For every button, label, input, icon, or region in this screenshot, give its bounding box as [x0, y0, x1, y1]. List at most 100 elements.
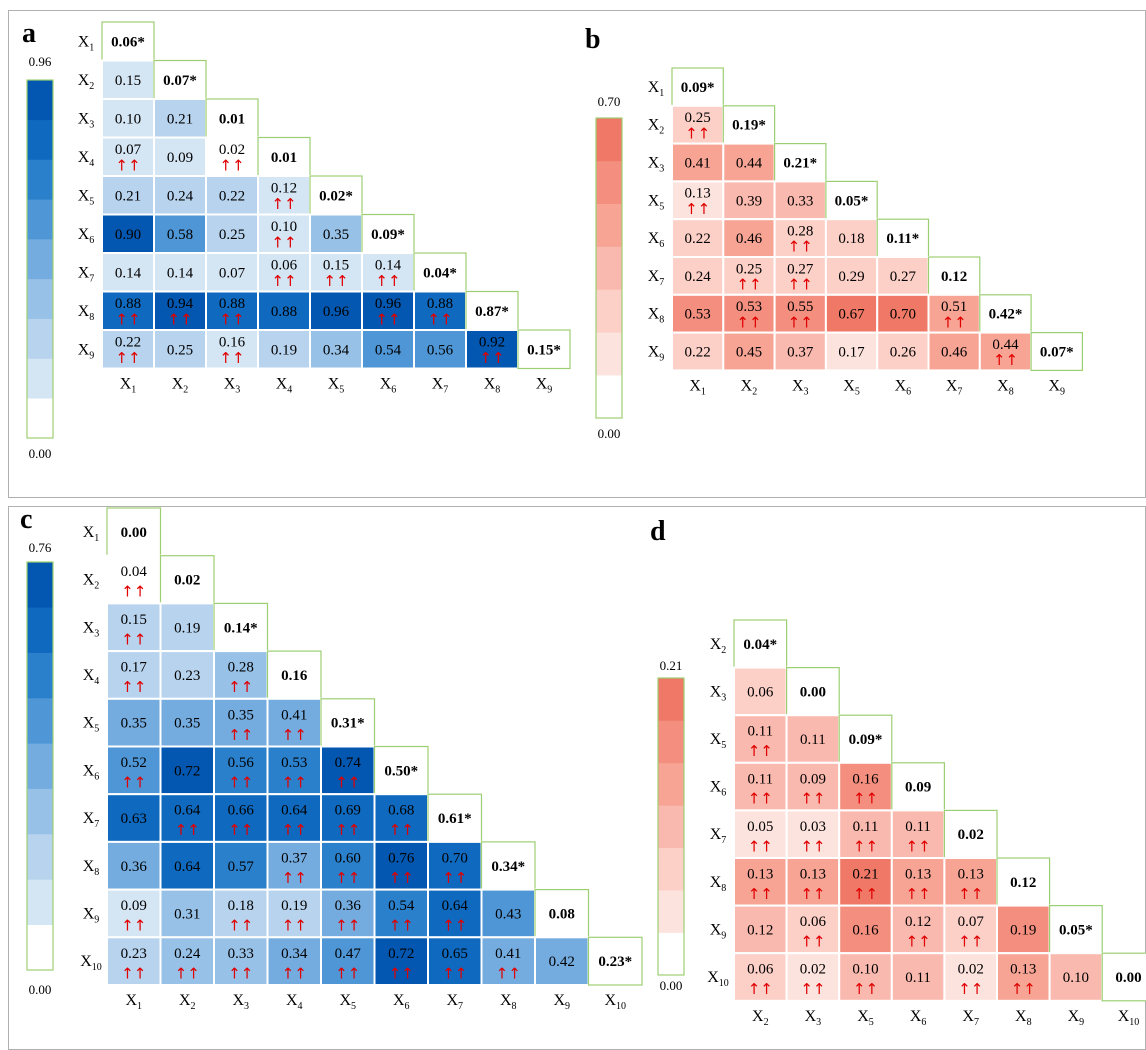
heatmap-cell: 0.44: [723, 144, 774, 182]
colorbar: 0.960.00: [27, 54, 53, 461]
cell-value: 0.96: [323, 304, 350, 320]
enhancement-arrow: ↑↑: [228, 917, 253, 935]
enhancement-arrow: ↑↑: [427, 311, 452, 329]
cell-value: 0.88: [271, 304, 297, 320]
column-label: X5: [843, 377, 860, 397]
enhancement-arrow: ↑↑: [282, 726, 307, 744]
enhancement-arrow: ↑↑: [479, 349, 504, 367]
enhancement-arrow: ↑↑: [736, 313, 761, 331]
heatmap-cell: 0.13 ↑↑: [892, 858, 945, 906]
heatmap-cell: 0.28↑↑: [214, 651, 268, 699]
diagonal-cell: 0.05*: [826, 181, 877, 219]
enhancement-arrow: ↑↑: [800, 885, 825, 903]
cell-value: 0.14*: [224, 620, 258, 636]
diagonal-cell: 0.09: [892, 763, 945, 811]
enhancement-arrow: ↑↑: [282, 869, 307, 887]
colorbar-segment: [596, 118, 622, 161]
cell-value: 0.26: [890, 345, 917, 361]
column-label: X2: [179, 992, 196, 1012]
heatmap-cell: 0.11: [892, 953, 945, 1001]
enhancement-arrow: ↑↑: [121, 678, 146, 696]
row-label: X7: [83, 810, 100, 830]
enhancement-arrow: ↑↑: [748, 742, 773, 760]
row-label: X8: [648, 306, 665, 326]
cell-value: 0.34: [323, 342, 350, 358]
heatmap-cell: 0.54 ↑↑: [375, 890, 429, 938]
column-label: X6: [910, 1008, 927, 1028]
heatmap-cell: 0.22: [672, 333, 723, 371]
heatmap-cell: 0.45: [723, 333, 774, 371]
heatmap-cell: 0.10↑↑: [258, 215, 310, 254]
heatmap-cell: 0.67: [826, 295, 877, 333]
colorbar: 0.210.00: [658, 658, 684, 993]
cell-value: 0.35: [174, 716, 200, 732]
cell-value: 0.34: [281, 946, 308, 962]
enhancement-arrow: ↑↑: [228, 821, 253, 839]
column-label: X5: [339, 992, 356, 1012]
heatmap-cell: 0.27↑↑: [775, 257, 826, 295]
enhancement-arrow: ↑↑: [442, 869, 467, 887]
row-label: X2: [648, 117, 665, 137]
diagonal-cell: 0.42*: [980, 295, 1031, 333]
heatmap-cell: 0.21: [102, 176, 154, 215]
cell-value: 0.35: [121, 716, 147, 732]
colorbar-max-label: 0.21: [660, 658, 683, 673]
diagonal-cell: 0.21*: [775, 144, 826, 182]
heatmap-cell: 0.69↑↑: [321, 794, 375, 842]
cell-value: 0.46: [736, 231, 763, 247]
cell-value: 0.02: [174, 573, 200, 589]
enhancement-arrow: ↑↑: [958, 980, 983, 998]
cell-value: 0.33: [787, 193, 813, 209]
cell-value: 0.87*: [475, 304, 509, 320]
enhancement-arrow: ↑↑: [389, 821, 414, 839]
heatmap-cell: 0.31: [161, 890, 215, 938]
enhancement-arrow: ↑↑: [115, 157, 140, 175]
colorbar-min-label: 0.00: [29, 446, 52, 461]
cell-value: 0.16: [852, 922, 879, 938]
colorbar-segment: [658, 678, 684, 721]
cell-value: 0.12: [941, 269, 967, 285]
heatmap-cell: 0.15: [102, 61, 154, 100]
heatmap-cell: 0.96↑↑: [362, 292, 414, 331]
heatmap-panel-b: b0.700.00X1 0.09*X20.25↑↑ 0.19*X3 0.41 0.44 0…: [585, 24, 1082, 441]
cell-value: 0.09*: [681, 80, 715, 96]
column-label: X8: [997, 377, 1014, 397]
cell-value: 0.02*: [319, 188, 353, 204]
cell-value: 0.35: [323, 227, 349, 243]
colorbar-segment: [596, 332, 622, 375]
heatmap-cell: 0.27: [877, 257, 928, 295]
diagonal-cell: 0.00: [107, 508, 161, 556]
diagonal-cell: 0.19*: [723, 106, 774, 144]
panel-letter: b: [585, 24, 601, 55]
diagonal-cell: 0.00: [787, 668, 840, 716]
enhancement-arrow: ↑↑: [115, 349, 140, 367]
heatmap-cell: 0.15↑↑: [310, 253, 362, 292]
heatmap-cell: 0.13 ↑↑: [734, 858, 787, 906]
enhancement-arrow: ↑↑: [219, 349, 244, 367]
heatmap-cell: 0.17↑↑: [107, 651, 161, 699]
cell-value: 0.00: [800, 684, 826, 700]
cell-value: 0.68: [388, 803, 414, 819]
enhancement-arrow: ↑↑: [175, 821, 200, 839]
enhancement-arrow: ↑↑: [271, 195, 296, 213]
cell-value: 0.29: [838, 269, 864, 285]
enhancement-arrow: ↑↑: [906, 933, 931, 951]
cell-value: 0.43: [495, 906, 521, 922]
column-label: X2: [752, 1008, 769, 1028]
diagonal-cell: 0.04*: [414, 253, 466, 292]
colorbar-segment: [27, 358, 53, 398]
cell-value: 0.45: [736, 345, 762, 361]
diagonal-cell: 0.07*: [154, 61, 206, 100]
panel-letter: c: [20, 504, 32, 535]
enhancement-arrow: ↑↑: [748, 980, 773, 998]
heatmap-cell: 0.23: [161, 651, 215, 699]
cell-value: 0.72: [388, 946, 414, 962]
enhancement-arrow: ↑↑: [228, 678, 253, 696]
cell-value: 0.23: [174, 668, 200, 684]
heatmap-cell: 0.72: [161, 747, 215, 795]
enhancement-arrow: ↑↑: [800, 933, 825, 951]
cell-value: 0.11: [905, 970, 931, 986]
heatmap-cell: 0.12↑↑: [892, 906, 945, 954]
cell-value: 0.22: [685, 345, 711, 361]
colorbar-segment: [658, 805, 684, 848]
